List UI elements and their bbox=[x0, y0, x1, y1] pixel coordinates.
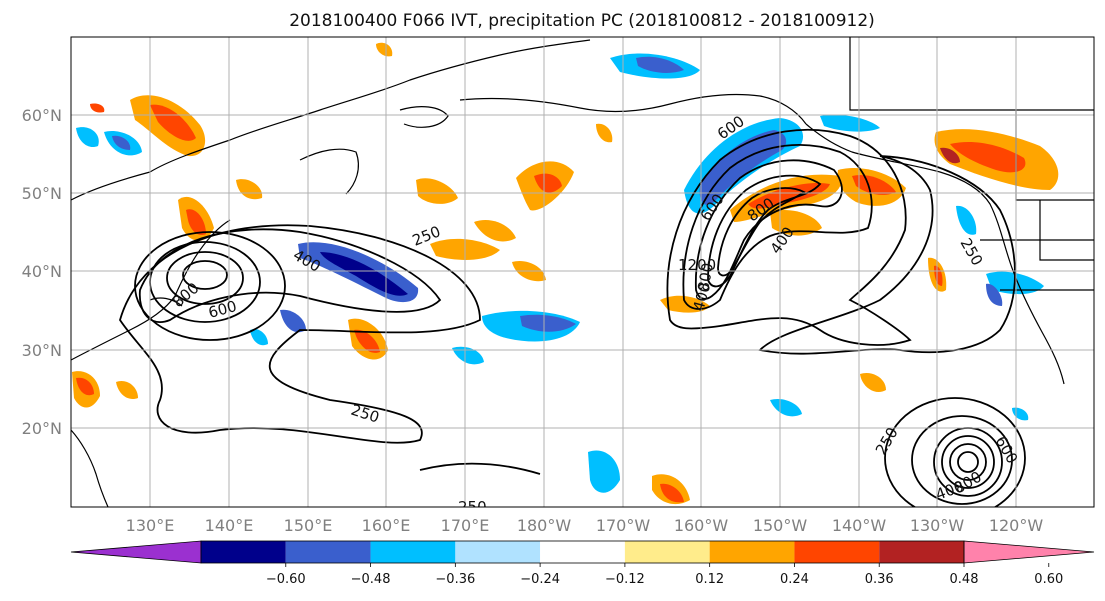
lon-tick-label: 180°W bbox=[517, 516, 572, 535]
colorbar-bin bbox=[455, 541, 541, 563]
lat-tick-label: 50°N bbox=[22, 184, 62, 203]
lon-tick-label: 150°W bbox=[753, 516, 808, 535]
map-frame bbox=[70, 36, 1095, 508]
colorbar-tick-label: −0.24 bbox=[520, 572, 560, 587]
precipitation-shading bbox=[72, 42, 1059, 505]
colorbar-bin bbox=[285, 541, 371, 563]
colorbar-bin bbox=[540, 541, 625, 563]
ivt-contours bbox=[119, 128, 1026, 507]
lat-tick-label: 40°N bbox=[22, 262, 62, 281]
lat-tick-label: 60°N bbox=[22, 106, 62, 125]
lon-tick-label: 130°W bbox=[910, 516, 965, 535]
colorbar-tick-label: 0.12 bbox=[695, 572, 724, 587]
lon-tick-label: 130°E bbox=[126, 516, 175, 535]
colorbar-tick-label: −0.48 bbox=[351, 572, 391, 587]
map-panel: 250 400 600 800 1200 600 800 400 250 400… bbox=[22, 36, 1095, 535]
colorbar-frame bbox=[200, 540, 965, 564]
colorbar-tick-label: −0.36 bbox=[435, 572, 475, 587]
lon-tick-label: 160°E bbox=[362, 516, 411, 535]
colorbar-bin bbox=[624, 541, 710, 563]
lon-tick-label: 170°E bbox=[441, 516, 490, 535]
colorbar-ticks: −0.60 −0.48 −0.36 −0.24 −0.12 0.12 0.24 0.36 0.4… bbox=[266, 563, 1063, 587]
contour-label: 800 bbox=[694, 261, 717, 292]
colorbar-tick-label: −0.60 bbox=[266, 572, 306, 587]
lon-tick-label: 150°E bbox=[284, 516, 333, 535]
lon-tick-label: 160°W bbox=[674, 516, 729, 535]
colorbar-tick-label: 0.24 bbox=[780, 572, 809, 587]
latitude-labels: 60°N 50°N 40°N 30°N 20°N bbox=[22, 106, 62, 438]
colorbar-tick-label: 0.48 bbox=[950, 572, 979, 587]
figure-title: 2018100400 F066 IVT, precipitation PC (2… bbox=[289, 11, 875, 31]
colorbar-bins bbox=[70, 540, 1095, 564]
colorbar-bin bbox=[794, 541, 880, 563]
colorbar-tick-label: 0.36 bbox=[865, 572, 894, 587]
lon-tick-label: 170°W bbox=[596, 516, 651, 535]
lat-tick-label: 20°N bbox=[22, 419, 62, 438]
colorbar-bin bbox=[963, 540, 1095, 564]
colorbar-bin bbox=[709, 541, 795, 563]
colorbar: −0.60 −0.48 −0.36 −0.24 −0.12 0.12 0.24 0.36 0.4… bbox=[70, 540, 1095, 587]
colorbar-bin bbox=[879, 541, 964, 563]
contour-label: 250 bbox=[458, 498, 487, 516]
colorbar-tick-label: 0.60 bbox=[1034, 572, 1063, 587]
lat-tick-label: 30°N bbox=[22, 341, 62, 360]
colorbar-bin bbox=[201, 541, 286, 563]
lon-tick-label: 140°E bbox=[205, 516, 254, 535]
longitude-labels: 130°E 140°E 150°E 160°E 170°E 180°W 170°… bbox=[126, 516, 1044, 535]
colorbar-bin bbox=[70, 540, 202, 564]
colorbar-bin bbox=[370, 541, 456, 563]
contour-label: 1200 bbox=[678, 256, 716, 274]
graticule bbox=[71, 37, 1094, 507]
colorbar-tick-label: −0.12 bbox=[605, 572, 645, 587]
lon-tick-label: 140°W bbox=[832, 516, 887, 535]
lon-tick-label: 120°W bbox=[989, 516, 1044, 535]
